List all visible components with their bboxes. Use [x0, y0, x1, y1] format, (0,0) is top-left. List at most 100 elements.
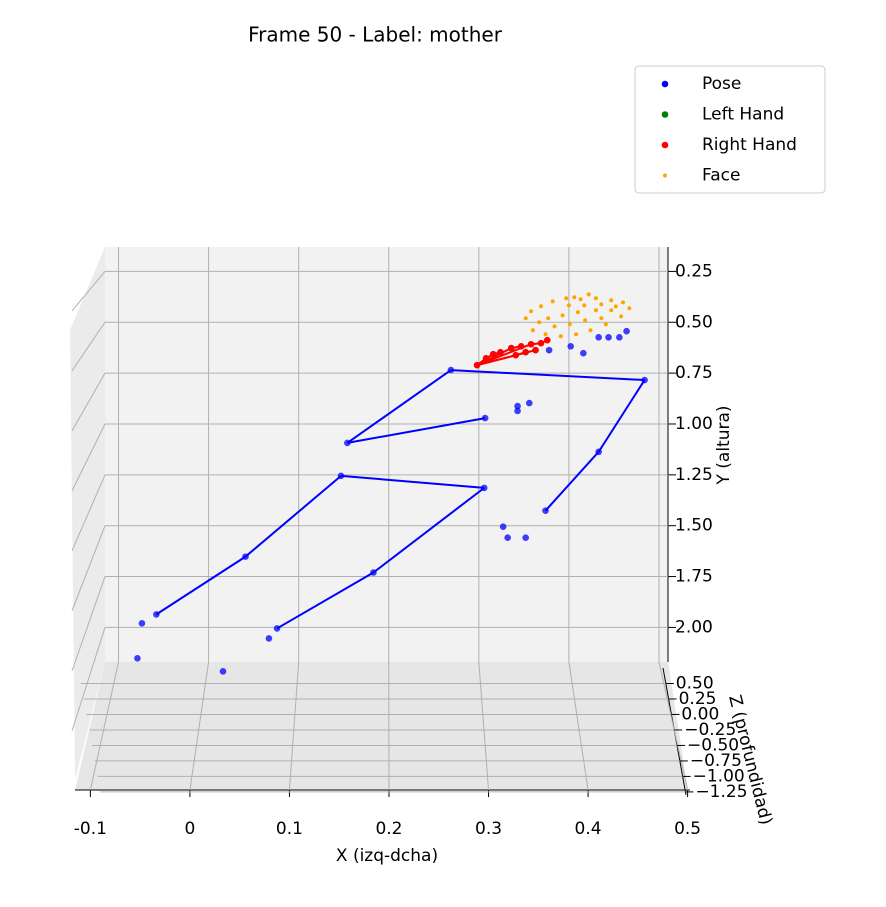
point — [559, 334, 563, 338]
point — [564, 296, 568, 300]
y-axis-label: Y (altura) — [714, 405, 734, 485]
point — [153, 611, 160, 618]
point — [134, 655, 141, 662]
point — [338, 473, 345, 480]
x-tick-label: 0.4 — [575, 819, 602, 839]
point — [599, 302, 603, 306]
point — [542, 507, 549, 514]
point — [546, 316, 550, 320]
point — [474, 362, 481, 369]
point — [576, 310, 580, 314]
point — [595, 334, 602, 341]
point — [568, 322, 572, 326]
point — [582, 303, 586, 307]
point — [604, 322, 608, 326]
legend-marker — [662, 81, 669, 88]
point — [561, 313, 565, 317]
y-tick-label: 0.75 — [675, 363, 713, 383]
legend-label: Face — [702, 166, 740, 186]
y-tick-label: 1.50 — [675, 516, 713, 536]
point — [139, 620, 146, 627]
point — [483, 355, 490, 362]
point — [500, 523, 507, 530]
point — [529, 309, 533, 313]
legend-marker — [662, 142, 669, 149]
point — [621, 300, 625, 304]
y-tick-label: 1.75 — [675, 567, 713, 587]
point — [589, 328, 593, 332]
point — [526, 400, 533, 407]
point — [619, 314, 623, 318]
point — [641, 377, 648, 384]
point — [614, 304, 618, 308]
y-tick-label: 0.50 — [675, 312, 713, 332]
point — [531, 328, 535, 332]
y-tick-label: 2.00 — [675, 617, 713, 637]
point — [504, 534, 511, 541]
point — [567, 303, 571, 307]
y-tick-label: 1.00 — [675, 414, 713, 434]
point — [574, 332, 578, 336]
x-tick-label: 0 — [184, 819, 195, 839]
point — [242, 553, 249, 560]
point — [532, 347, 539, 354]
y-tick-label: 0.25 — [675, 261, 713, 281]
point — [616, 334, 623, 341]
x-tick-label: 0.1 — [276, 819, 303, 839]
point — [543, 332, 547, 336]
x-axis-label: X (izq-dcha) — [336, 846, 438, 866]
point — [220, 668, 227, 675]
x-tick-label: 0.5 — [674, 819, 701, 839]
point — [537, 320, 541, 324]
point — [490, 351, 497, 358]
legend-label: Pose — [702, 74, 741, 94]
legend-marker — [663, 174, 667, 178]
point — [572, 295, 576, 299]
point — [344, 440, 351, 447]
chart-title: Frame 50 - Label: mother — [248, 23, 503, 47]
point — [514, 408, 521, 415]
point — [623, 328, 630, 335]
point — [609, 298, 613, 302]
point — [274, 625, 281, 632]
point — [587, 292, 591, 296]
point — [567, 343, 574, 350]
point — [594, 296, 598, 300]
point — [481, 485, 488, 492]
point — [266, 635, 273, 642]
point — [609, 308, 613, 312]
point — [539, 304, 543, 308]
point — [524, 316, 528, 320]
point — [538, 340, 545, 347]
y-tick-label: 1.25 — [675, 465, 713, 485]
legend-label: Left Hand — [702, 105, 784, 125]
point — [482, 415, 489, 422]
point — [448, 367, 455, 374]
point — [370, 569, 377, 576]
x-tick-label: 0.2 — [375, 819, 402, 839]
point — [508, 345, 515, 352]
point — [528, 341, 535, 348]
point — [552, 324, 556, 328]
x-tick-label: -0.1 — [74, 819, 107, 839]
x-tick-label: 0.3 — [475, 819, 502, 839]
floor-pane — [75, 662, 688, 790]
point — [580, 350, 587, 357]
legend-marker — [662, 111, 669, 118]
point — [627, 306, 631, 310]
point — [595, 449, 602, 456]
legend-label: Right Hand — [702, 135, 797, 155]
point — [497, 349, 504, 356]
point — [522, 349, 529, 356]
point — [544, 337, 551, 344]
point — [605, 334, 612, 341]
point — [522, 534, 529, 541]
point — [583, 318, 587, 322]
z-tick-label: −1.25 — [695, 782, 747, 802]
point — [579, 297, 583, 301]
point — [594, 308, 598, 312]
back-pane — [105, 247, 668, 662]
point — [518, 343, 525, 350]
point — [512, 352, 519, 359]
